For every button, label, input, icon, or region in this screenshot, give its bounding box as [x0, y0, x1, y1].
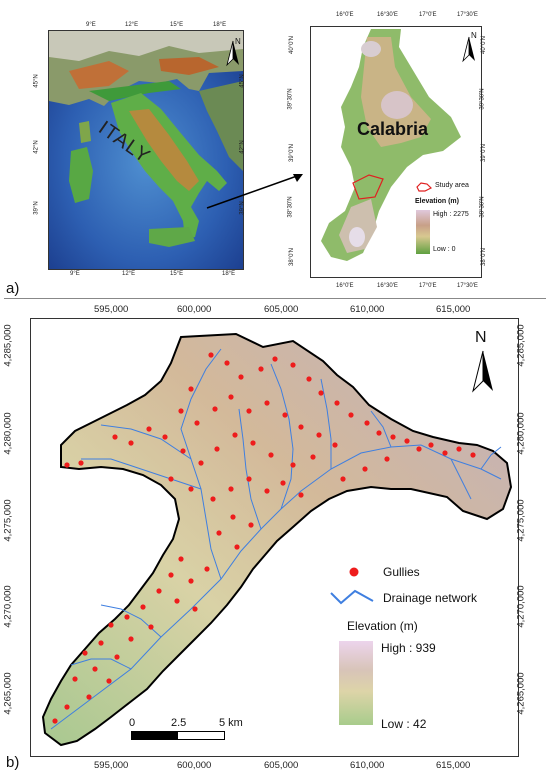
- calabria-left-tick: 38°30'N: [287, 196, 294, 218]
- panel-a-label: a): [6, 280, 20, 297]
- catchment-map: [41, 332, 513, 747]
- italy-left-tick: 39°N: [33, 201, 40, 215]
- calabria-elev-high: High : 2275: [433, 211, 469, 218]
- map-bottom-tick: 610,000: [350, 760, 385, 771]
- map-top-tick: 615,000: [436, 304, 471, 315]
- map-top-tick: 605,000: [264, 304, 299, 315]
- italy-bottom-tick: 12°E: [122, 271, 136, 277]
- study-area-map-frame: N Gullies Drainage network Elevation (m)…: [30, 318, 519, 757]
- map-left-tick: 4,275,000: [2, 499, 14, 542]
- scale-label-end: 5 km: [219, 717, 243, 729]
- italy-right-tick: 45°N: [239, 74, 246, 88]
- map-left-tick: 4,270,000: [2, 585, 14, 628]
- map-right-tick: 4,285,000: [515, 324, 527, 367]
- gullies-marker-icon: [349, 567, 359, 577]
- calabria-top-tick: 16°0'E: [336, 12, 354, 18]
- map-left-tick: 4,265,000: [2, 672, 14, 715]
- calabria-right-tick: 38°0'N: [480, 248, 487, 266]
- calabria-left-tick: 39°0'N: [288, 144, 295, 162]
- scale-bar: [131, 731, 225, 740]
- calabria-top-tick: 17°0'E: [419, 12, 437, 18]
- panel-divider: [4, 298, 546, 299]
- study-area-label: Study area: [435, 182, 469, 189]
- calabria-top-tick: 16°30'E: [377, 12, 398, 18]
- study-area-swatch-icon: [416, 182, 433, 192]
- panel-b-label: b): [6, 754, 20, 771]
- italy-bottom-tick: 15°E: [170, 271, 184, 277]
- drainage-line-icon: [330, 589, 374, 605]
- map-north-label: N: [475, 329, 487, 346]
- italy-map-frame: ITALY N: [48, 30, 244, 270]
- legend-elevation-low: Low : 42: [381, 717, 427, 731]
- italy-right-tick: 42°N: [239, 140, 246, 154]
- scale-bar-fill: [132, 732, 178, 739]
- italy-bottom-tick: 18°E: [222, 271, 236, 277]
- italy-left-tick: 42°N: [33, 140, 40, 154]
- map-bottom-tick: 615,000: [436, 760, 471, 771]
- italy-top-tick: 18°E: [213, 22, 227, 28]
- map-top-tick: 610,000: [350, 304, 385, 315]
- map-right-tick: 4,275,000: [515, 499, 527, 542]
- map-bottom-tick: 605,000: [264, 760, 299, 771]
- map-left-tick: 4,280,000: [2, 412, 14, 455]
- calabria-right-tick: 39°0'N: [480, 144, 487, 162]
- map-right-tick: 4,270,000: [515, 585, 527, 628]
- calabria-bottom-tick: 17°0'E: [419, 283, 437, 289]
- scale-label-mid: 2.5: [171, 717, 187, 729]
- map-bottom-tick: 595,000: [94, 760, 129, 771]
- calabria-left-tick: 38°0'N: [288, 248, 295, 266]
- legend-elevation-title: Elevation (m): [347, 619, 418, 633]
- italy-top-tick: 12°E: [125, 22, 139, 28]
- calabria-top-tick: 17°30'E: [457, 12, 478, 18]
- calabria-right-tick: 39°30'N: [479, 88, 486, 110]
- calabria-region-label: Calabria: [357, 119, 429, 139]
- map-bottom-tick: 600,000: [177, 760, 212, 771]
- legend-elevation-high: High : 939: [381, 641, 436, 655]
- calabria-elev-title: Elevation (m): [415, 198, 459, 205]
- italy-north-arrow-icon: [226, 40, 239, 67]
- calabria-right-tick: 38°30'N: [479, 196, 486, 218]
- calabria-bottom-tick: 16°0'E: [336, 283, 354, 289]
- italy-left-tick: 45°N: [33, 74, 40, 88]
- map-top-tick: 595,000: [94, 304, 129, 315]
- legend-elevation-ramp: [339, 641, 373, 725]
- italy-relief: [49, 31, 243, 269]
- scale-label-zero: 0: [129, 717, 136, 729]
- map-top-tick: 600,000: [177, 304, 212, 315]
- calabria-left-tick: 39°30'N: [287, 88, 294, 110]
- map-left-tick: 4,285,000: [2, 324, 14, 367]
- calabria-map-frame: Calabria N Study area Elevation (m) High…: [310, 26, 482, 278]
- italy-top-tick: 9°E: [86, 22, 96, 28]
- map-right-tick: 4,280,000: [515, 412, 527, 455]
- legend-drainage-label: Drainage network: [383, 591, 478, 605]
- italy-north-label: N: [235, 37, 241, 46]
- calabria-bottom-tick: 17°30'E: [457, 283, 478, 289]
- calabria-relief: [321, 29, 461, 261]
- calabria-right-tick: 40°0'N: [480, 36, 487, 54]
- map-right-tick: 4,265,000: [515, 672, 527, 715]
- calabria-north-arrow-icon: [462, 36, 475, 63]
- calabria-elev-low: Low : 0: [433, 246, 456, 253]
- italy-bottom-tick: 9°E: [70, 271, 80, 277]
- calabria-left-tick: 40°0'N: [288, 36, 295, 54]
- legend-gullies-label: Gullies: [383, 565, 420, 579]
- calabria-bottom-tick: 16°30'E: [377, 283, 398, 289]
- calabria-elev-ramp: [416, 210, 430, 254]
- zoom-arrow-icon: [206, 174, 303, 209]
- map-north-arrow-icon: [472, 350, 493, 393]
- italy-top-tick: 15°E: [170, 22, 184, 28]
- calabria-north-label: N: [471, 31, 477, 40]
